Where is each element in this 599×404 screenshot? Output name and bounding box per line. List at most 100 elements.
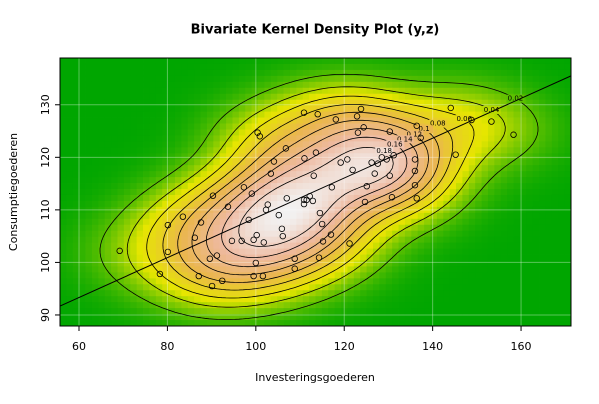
density-cell [487, 260, 495, 267]
density-cell [487, 290, 495, 297]
density-cell [551, 290, 559, 297]
density-cell [494, 123, 502, 130]
density-cell [72, 236, 80, 244]
density-cell [283, 87, 291, 95]
data-point [337, 159, 344, 166]
density-cell [551, 93, 559, 101]
density-cell [168, 129, 176, 136]
density-cell [283, 212, 291, 220]
density-cell [430, 58, 438, 65]
density-cell [545, 141, 553, 148]
density-cell [360, 224, 367, 232]
density-cell [66, 314, 74, 321]
density-cell [213, 230, 221, 238]
density-cell [200, 272, 208, 279]
data-point [360, 124, 367, 131]
density-cell [72, 141, 80, 148]
density-cell [513, 165, 521, 172]
density-cell [149, 218, 157, 226]
density-cell [111, 320, 118, 327]
density-cell [456, 314, 463, 321]
density-cell [72, 278, 80, 285]
density-cell [264, 218, 272, 226]
density-cell [264, 93, 272, 101]
density-cell [532, 266, 540, 273]
density-cell [411, 266, 419, 273]
density-cell [130, 230, 138, 238]
density-cell [60, 284, 67, 291]
density-cell [436, 177, 444, 184]
density-cell [213, 147, 221, 154]
density-cell [149, 212, 157, 220]
density-cell [174, 159, 182, 166]
density-cell [149, 284, 157, 291]
density-cell [545, 284, 553, 291]
density-cell [468, 111, 476, 118]
data-point [213, 252, 221, 259]
density-cell [226, 75, 233, 83]
density-cell [443, 290, 451, 297]
density-cell [494, 183, 502, 190]
density-cell [289, 147, 297, 154]
density-cell [194, 117, 201, 124]
density-cell [168, 200, 176, 208]
density-cell [143, 296, 150, 303]
density-cell [245, 63, 253, 71]
density-cell [494, 272, 502, 279]
density-cell [347, 248, 355, 255]
density-cell [392, 314, 399, 321]
density-cell [296, 302, 304, 309]
density-cell [238, 123, 246, 130]
density-cell [60, 69, 67, 77]
density-cell [379, 165, 387, 172]
density-cell [519, 260, 527, 267]
density-cell [519, 147, 527, 154]
density-cell [104, 194, 112, 202]
density-cell [104, 266, 112, 273]
density-cell [366, 87, 374, 95]
density-cell [372, 63, 380, 71]
density-cell [539, 105, 546, 112]
density-cell [558, 189, 566, 196]
density-cell [526, 189, 534, 196]
density-cell [475, 58, 482, 65]
density-cell [143, 147, 150, 154]
density-cell [270, 278, 278, 285]
density-cell [130, 189, 138, 196]
density-cell [392, 290, 399, 297]
density-cell [564, 147, 572, 154]
density-cell [526, 153, 534, 160]
density-cell [558, 248, 566, 255]
density-cell [321, 117, 329, 124]
density-cell [564, 254, 572, 261]
density-cell [194, 75, 201, 83]
density-cell [424, 99, 431, 107]
density-cell [66, 242, 74, 249]
density-cell [494, 194, 502, 202]
density-cell [417, 159, 425, 166]
density-cell [136, 81, 144, 89]
density-cell [60, 302, 67, 309]
density-cell [430, 141, 438, 148]
density-cell [79, 236, 86, 244]
density-cell [91, 81, 99, 89]
density-cell [238, 194, 246, 202]
density-cell [404, 63, 412, 71]
density-cell [436, 183, 444, 190]
density-cell [245, 99, 253, 107]
density-cell [136, 189, 144, 196]
density-cell [200, 266, 208, 273]
density-cell [213, 123, 221, 130]
density-cell [347, 206, 355, 214]
density-cell [289, 302, 297, 309]
density-cell [519, 206, 527, 214]
density-cell [238, 206, 246, 214]
density-cell [539, 135, 546, 142]
density-cell [111, 230, 118, 238]
density-cell [481, 194, 489, 202]
density-cell [539, 290, 546, 297]
density-cell [66, 272, 74, 279]
density-cell [347, 159, 355, 166]
density-cell [321, 242, 329, 249]
density-cell [481, 260, 489, 267]
